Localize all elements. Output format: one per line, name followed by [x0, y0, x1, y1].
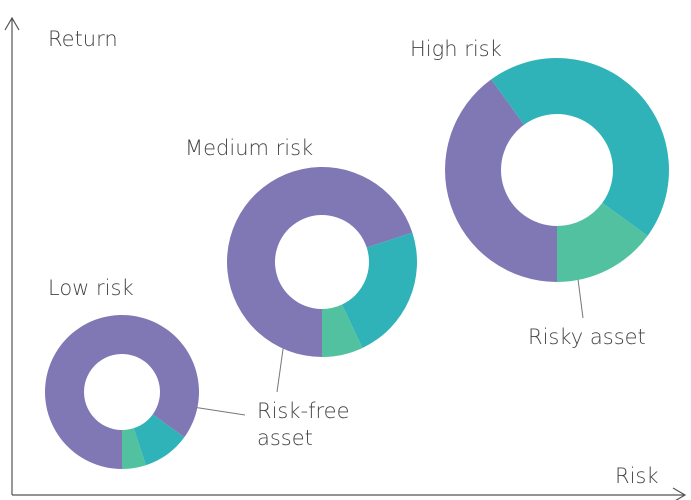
donut-segment [322, 304, 363, 357]
annotation: Risk-free [257, 399, 350, 423]
y-axis [4, 16, 20, 495]
annotation: asset [257, 426, 313, 450]
donut-segment [133, 414, 185, 466]
donut-segment [557, 202, 648, 282]
annotation: Risky asset [528, 325, 646, 349]
donut-segment [491, 57, 670, 236]
x-axis-label: Risk [615, 464, 659, 488]
donut-title: High risk [410, 37, 502, 61]
y-axis-label: Return [48, 27, 118, 51]
donut-segment [342, 232, 417, 348]
donut-title: Low risk [48, 276, 134, 300]
donut-segment [122, 428, 146, 469]
donut-segment [44, 315, 200, 469]
donut-segment [445, 79, 557, 282]
x-axis [12, 487, 687, 500]
donut-segment [227, 167, 413, 357]
donut-title: Medium risk [185, 136, 313, 160]
